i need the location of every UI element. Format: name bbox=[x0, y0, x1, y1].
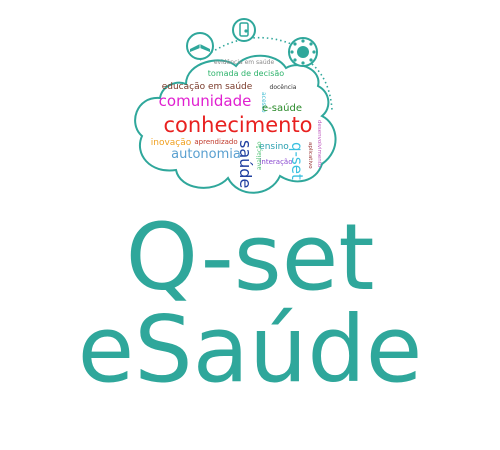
word-avaliacao: avaliação bbox=[256, 141, 263, 170]
word-ensino: ensino bbox=[259, 142, 289, 152]
open-book-icon bbox=[186, 32, 214, 60]
cloud-outline bbox=[134, 54, 337, 194]
word-saude: saúde bbox=[236, 140, 255, 188]
title-esaude: eSaúde bbox=[77, 296, 423, 403]
smartphone-touch-icon bbox=[232, 18, 256, 42]
word-aplicativo: aplicativo bbox=[307, 142, 313, 169]
word-acesso: acesso bbox=[260, 92, 267, 113]
word-evidencia: evidência em saúde bbox=[214, 59, 275, 66]
word-aprendizado: aprendizado bbox=[194, 138, 237, 146]
word-qset: q-set bbox=[288, 142, 306, 180]
dotted-arc bbox=[199, 36, 297, 61]
title-q-set: Q-set bbox=[125, 204, 375, 311]
word-inovacao: inovação bbox=[151, 138, 192, 148]
word-autonomia: autonomia bbox=[171, 147, 241, 162]
word-cloud: evidência em saúde tomada de decisão edu… bbox=[151, 59, 322, 188]
word-interacao: interação bbox=[259, 158, 292, 166]
word-tomada: tomada de decisão bbox=[208, 69, 284, 78]
word-desenvolvimento: desenvolvimento bbox=[316, 120, 322, 168]
word-comunidade: comunidade bbox=[159, 92, 252, 110]
word-esaude: e-saúde bbox=[262, 102, 302, 114]
people-circle-icon bbox=[288, 37, 318, 67]
word-educacao: educação em saúde bbox=[162, 82, 253, 92]
word-conhecimento: conhecimento bbox=[163, 113, 312, 137]
word-docencia: docência bbox=[270, 84, 297, 91]
